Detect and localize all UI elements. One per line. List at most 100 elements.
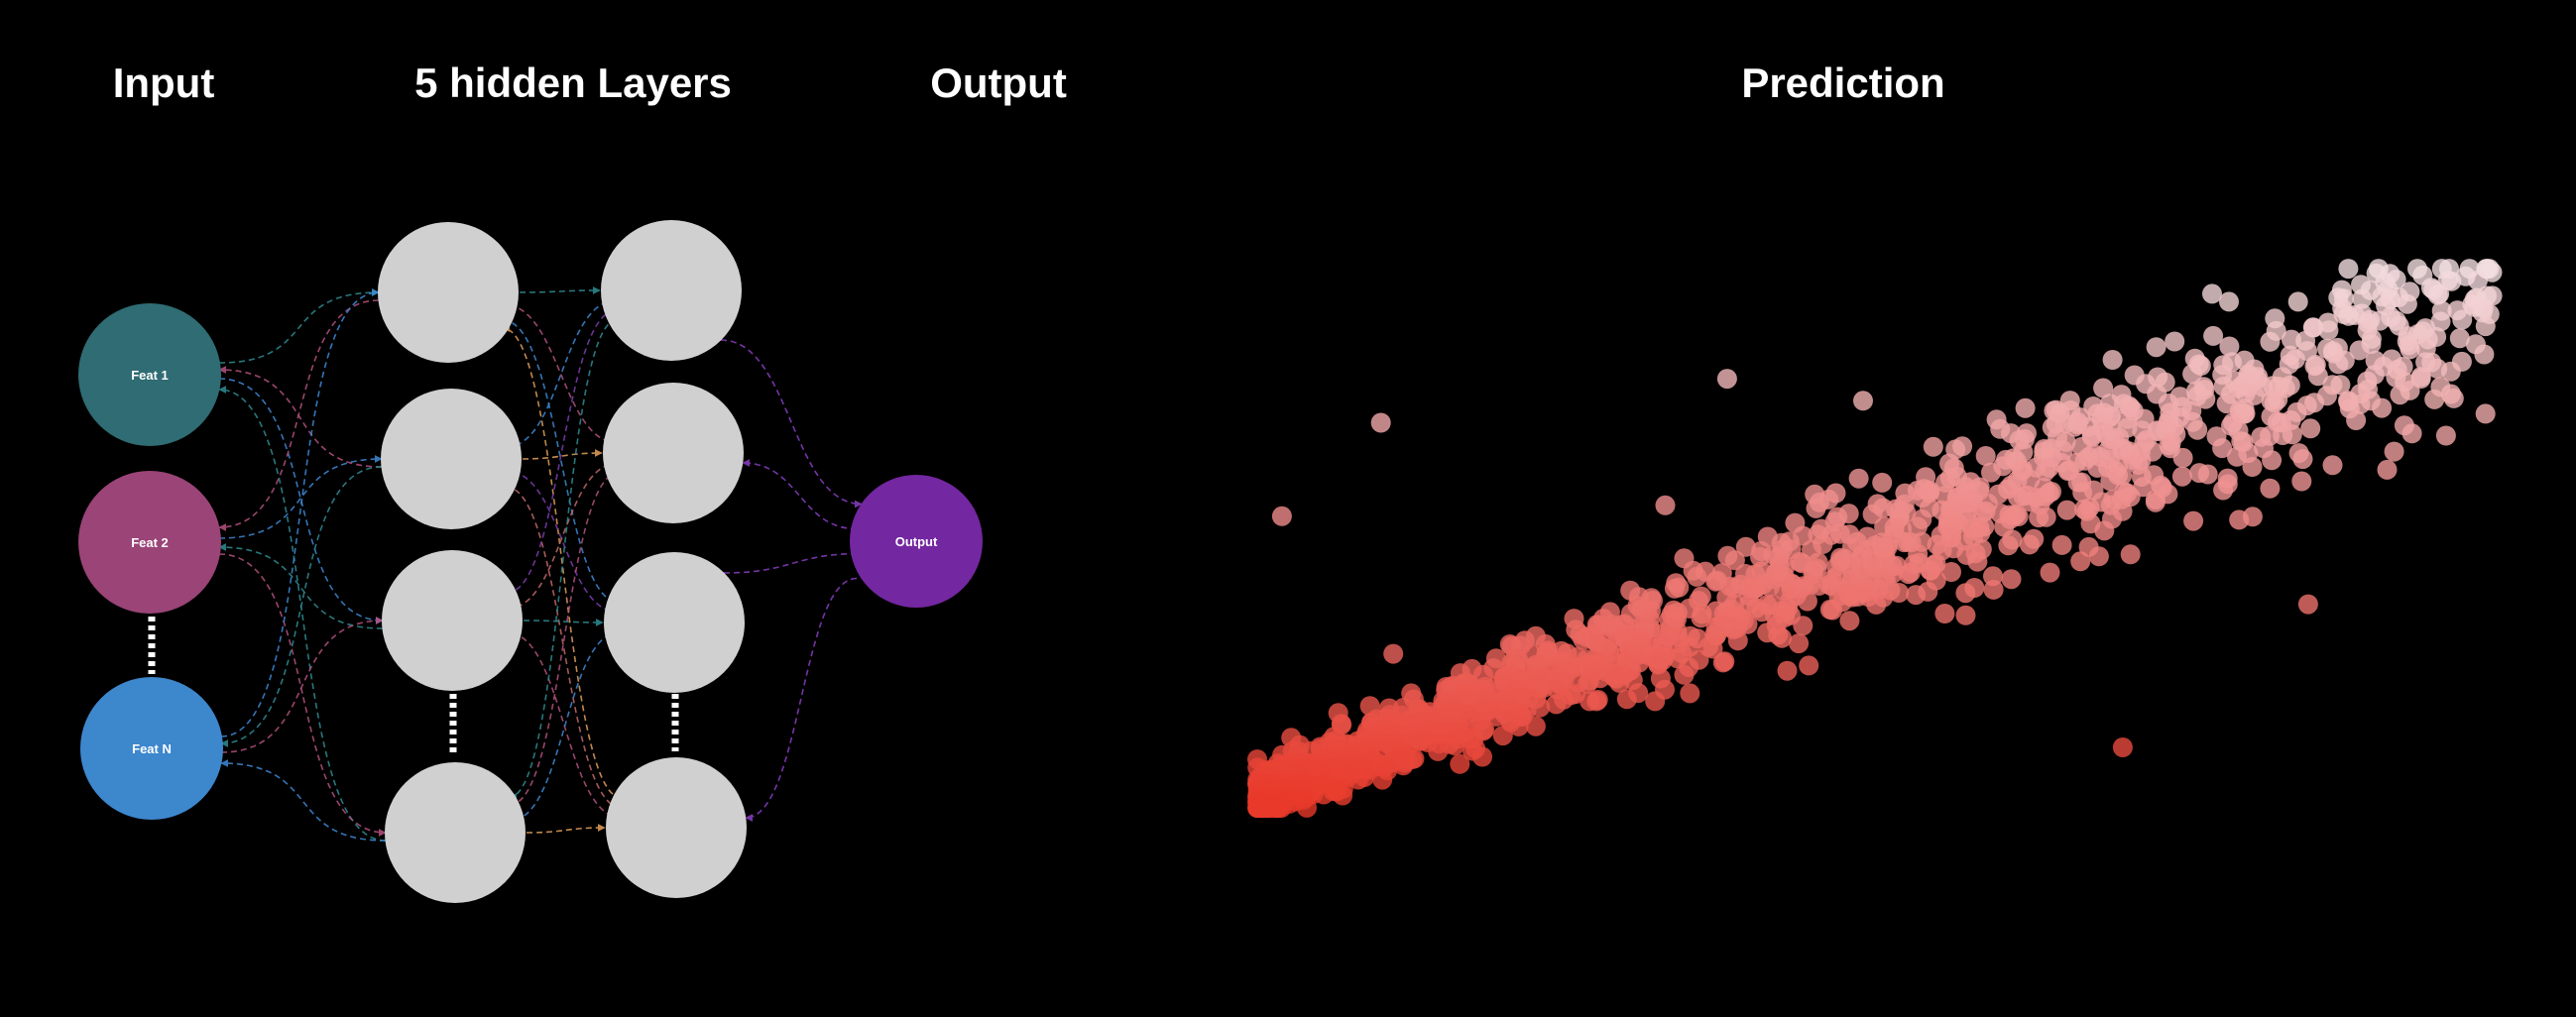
scatter-point [2242,457,2263,477]
edge-h12-h22 [523,618,604,626]
scatter-point [2197,464,2218,485]
scatter-point [2093,378,2114,398]
edge-h23-h12 [506,628,623,819]
edge-h13-in0 [218,386,387,842]
scatter-point [2146,337,2166,358]
scatter-point [2203,325,2224,346]
edge-h20-h11 [505,299,618,451]
scatter-point [2112,737,2133,757]
scatter-point [2260,478,2281,499]
scatter-point [2165,331,2185,352]
scatter-point [1724,550,1745,571]
scatter-point [2400,339,2420,360]
scatter-point [1727,630,1748,651]
hidden-node-1-4 [385,762,526,903]
scatter-point [1655,495,1676,515]
edge-h13-h23 [526,824,606,834]
scatter-point [2015,397,2036,418]
hidden-layers-heading: 5 hidden Layers [414,59,732,106]
scatter-point [2072,482,2093,503]
scatter-point [2202,283,2222,304]
scatter-point [2227,446,2247,467]
scatter-point [2040,562,2060,583]
scatter-point [1898,564,1919,585]
scatter-point [1674,664,1695,685]
scatter-point [1799,655,1819,676]
scatter-point [2070,551,2091,572]
scatter-point [1975,446,1996,466]
input-heading: Input [112,59,215,106]
scatter-point [1525,716,1546,736]
feat-2-label: Feat 2 [131,535,169,550]
scatter-point [1546,694,1567,715]
scatter-point [1383,643,1404,664]
scatter-point [1472,746,1492,767]
scatter-point [2172,447,2193,468]
edge-in0-h12 [218,378,384,624]
scatter-point [2120,544,2141,565]
scatter-point [2435,425,2456,446]
scatter-point [2094,520,2115,541]
scatter-point [1853,391,1873,411]
scatter-point [1393,755,1414,776]
scatter-point [1872,472,1893,493]
scatter-point [2482,262,2503,282]
scatter-point [1848,468,1869,489]
scatter-point [2187,419,2208,440]
scatter-point [1955,605,1976,625]
scatter-point [2229,509,2250,530]
scatter-point [1998,535,2019,556]
scatter-point [2318,320,2339,341]
edge-h21-h10 [502,300,620,444]
edge-h11-h21 [522,449,603,460]
scatter-point [2475,403,2496,424]
scatter-point [1934,604,1955,623]
scatter-point [2212,438,2233,459]
scatter-point [2145,492,2166,512]
scatter-point [2029,508,2049,528]
edge-h21-h12 [506,462,620,613]
edge-h13-h21 [509,469,620,806]
edge-in1-h13 [218,553,387,837]
scatter-point [2088,546,2109,567]
scatter-point [2297,594,2318,615]
scatter-point [1492,726,1513,746]
scatter-point [2449,328,2470,349]
scatter-point [1609,672,1630,693]
scatter-point [2219,291,2239,312]
scatter-point [2322,455,2343,476]
output-heading: Output [930,59,1067,106]
scatter-point [1314,784,1334,805]
scatter-point [2262,450,2283,471]
hidden-node-1-1 [378,222,519,363]
scatter-point [1508,716,1529,736]
scatter-point [1839,611,1860,631]
edge-h20-out [720,339,863,508]
scatter-point [1645,691,1666,712]
scatter-point [1702,638,1723,659]
scatter-point [1941,562,1961,582]
scatter-point [2475,316,2496,337]
scatter-point [2182,364,2203,385]
edge-h22-out [723,549,863,574]
scatter-point [2440,361,2461,382]
edge-in0-h10 [218,288,380,364]
scatter-point [1347,769,1368,790]
scatter-point [1664,578,1685,599]
scatter-point [1789,633,1810,654]
scatter-point [2100,471,2121,492]
scatter-point [2390,385,2410,405]
edge-in1-h11 [218,455,383,539]
scatter-point [1450,753,1470,774]
edge-h13-in2 [220,759,387,842]
scatter-point [2328,354,2349,375]
scatter-point [2291,471,2312,492]
scatter-point [1372,769,1393,790]
edge-h11-in0 [218,366,383,468]
scatter-point [2213,480,2234,501]
scatter-point [1906,585,1927,606]
scatter-point [2338,259,2359,280]
hidden-node-2-2 [603,383,744,523]
scatter-point [2468,270,2488,290]
scatter-point [2036,461,2055,482]
